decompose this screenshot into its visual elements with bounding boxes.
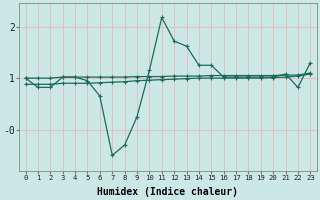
X-axis label: Humidex (Indice chaleur): Humidex (Indice chaleur) [98, 186, 238, 197]
